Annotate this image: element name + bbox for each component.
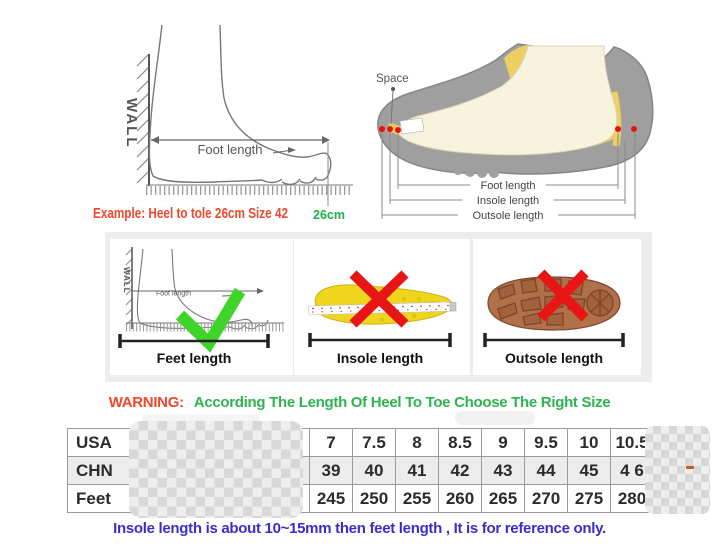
size-cell: 8 [395,428,439,457]
shoe-cross-section-diagram: Space Foot length Insole length Outsole … [376,43,654,222]
foot-and-leg [397,45,618,156]
censor-mosaic-red-dash [686,466,694,469]
size-cell: 9.5 [524,428,568,457]
insole-illustration: Insole length [307,270,457,366]
bracket [483,333,625,347]
row-header-chn: CHN [67,456,138,485]
size-cell: 10 [567,428,611,457]
panel-strip: WALL Foot length [105,232,652,382]
footnote: Insole length is about 10~15mm then feet… [113,520,606,537]
bracket [308,333,452,347]
size-cell: 41 [395,456,439,485]
size-cell: 9 [481,428,525,457]
mini-wall [125,247,133,329]
foot-length-dimension: Foot length [151,136,330,206]
dimension-labels: Foot length Insole length Outsole length [473,180,544,222]
size-cell: 270 [524,484,568,513]
mini-wall-label: WALL [122,267,131,294]
size-cell: 7 [309,428,353,457]
outsole-length-label: Outsole length [473,210,544,222]
card-caption: Feet length [157,350,232,366]
size-cell: 39 [309,456,353,485]
size-cell: 8.5 [438,428,482,457]
wall-label: WALL [123,98,140,149]
card-insole-length: Insole length [294,239,470,375]
size-cell: 250 [352,484,396,513]
warning-prefix: WARNING: [108,394,184,411]
blur-smudge [142,414,260,424]
size-cell: 40 [352,456,396,485]
measure-marker-dots [379,126,637,133]
check-icon [175,287,246,353]
size-cell: 275 [567,484,611,513]
dimension-lines [381,131,636,219]
space-label: Space [376,73,409,85]
x-icon [537,269,589,322]
measuring-tape [307,301,457,316]
warning-line: WARNING: According The Length Of Heel To … [0,394,719,411]
size-cell: 43 [481,456,525,485]
size-cell: 260 [438,484,482,513]
mini-foot-length-label: Foot length [156,291,191,298]
card-feet-length: WALL Foot length [110,239,293,375]
foot-sketch [148,24,332,186]
censor-mosaic-left [129,421,303,518]
foot-length-label: Foot length [197,142,262,157]
row-header-usa: USA [67,428,138,457]
wall-hatching [136,53,150,186]
blur-smudge [455,411,535,425]
size-cell: 255 [395,484,439,513]
space-annotation: Space [376,73,409,125]
size-cell: 245 [309,484,353,513]
ruler-value: 26cm [313,208,345,222]
x-icon [349,270,409,328]
size-cell: 44 [524,456,568,485]
card-caption: Insole length [337,350,423,366]
size-cell: 265 [481,484,525,513]
card-caption: Outsole length [505,350,603,366]
outsole-illustration: Outsole length [483,269,625,366]
example-text: Example: Heel to tole 26cm Size 42 [93,206,288,222]
mini-foot-sketch [136,248,269,330]
bracket [118,334,270,348]
wall-measure-diagram: WALL Foot length Example: Heel to tole 2… [93,24,353,222]
insole-length-label: Insole length [477,195,539,207]
card-outsole-length: Outsole length [473,239,641,375]
size-cell: 45 [567,456,611,485]
censor-mosaic-right [645,426,710,514]
foot-length-label: Foot length [480,180,535,192]
toe-space-gap [399,117,425,135]
row-header-feet: Feet [67,484,138,513]
mini-floor-ruler [126,322,284,332]
size-cell: 7.5 [352,428,396,457]
warning-message: According The Length Of Heel To Toe Choo… [193,394,611,411]
size-cell: 42 [438,456,482,485]
feet-length-illustration: WALL Foot length [118,247,284,366]
mini-foot-length-dimension: Foot length [133,288,264,298]
floor-ruler [146,184,353,195]
